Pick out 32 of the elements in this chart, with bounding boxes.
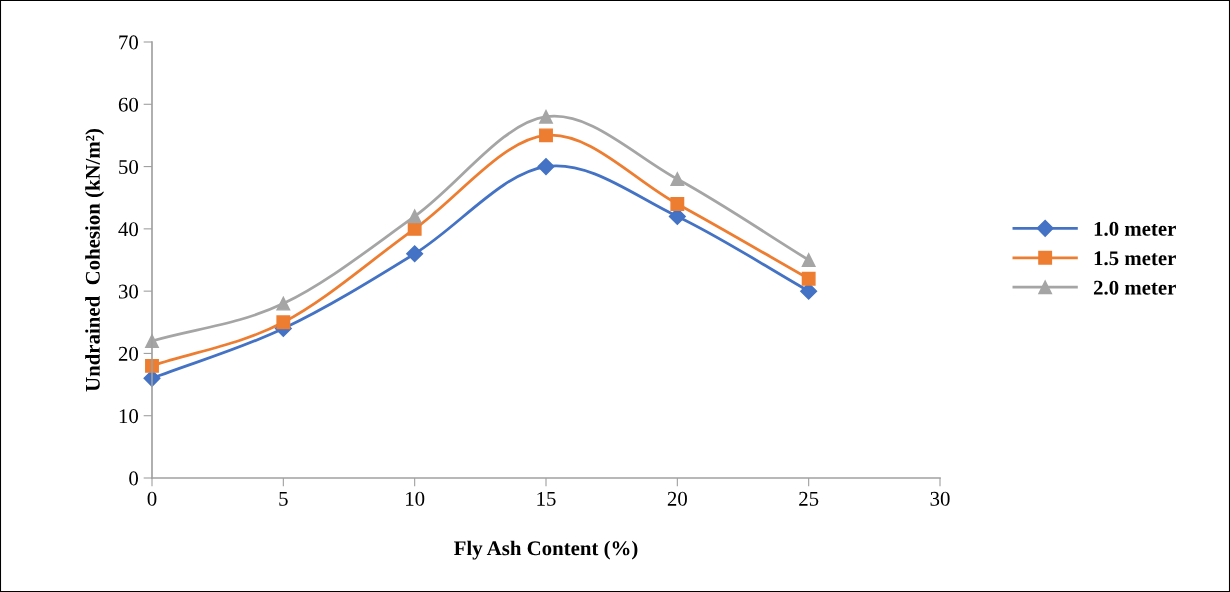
x-tick-label: 30 — [930, 491, 950, 506]
x-tick-label: 20 — [667, 491, 687, 506]
point — [801, 253, 816, 267]
point — [801, 271, 816, 286]
y-tick-label: 70 — [119, 35, 139, 50]
y-tick-label: 20 — [118, 346, 139, 361]
x-tick-label: 5 — [279, 492, 288, 506]
point — [276, 296, 291, 311]
x-axis-title: Fly Ash Content (%) — [454, 540, 638, 560]
point — [539, 128, 553, 143]
y-tick-label: 50 — [119, 159, 139, 174]
point — [276, 315, 291, 330]
point — [537, 158, 555, 176]
point — [407, 221, 422, 236]
legend-label: 2.0 meter — [1093, 280, 1176, 295]
y-tick-label: 30 — [118, 284, 139, 299]
point — [406, 245, 424, 263]
x-tick-label: 25 — [799, 491, 819, 506]
point — [670, 196, 685, 211]
legend-label: 1.5 meter — [1094, 251, 1176, 266]
y-tick-label: 60 — [118, 97, 139, 112]
y-axis-title: Undrained Cohesion (kN/m²) — [85, 129, 105, 392]
y-tick-label: 40 — [118, 222, 139, 237]
point — [670, 172, 685, 186]
legend-label: 1.0 meter — [1094, 221, 1176, 236]
y-tick-label: 0 — [129, 471, 139, 486]
x-tick-label: 15 — [537, 491, 556, 506]
point — [539, 109, 553, 124]
x-tick-label: 10 — [406, 491, 425, 506]
point — [407, 209, 422, 224]
y-tick-label: 10 — [119, 409, 139, 424]
x-tick-label: 0 — [147, 491, 157, 506]
